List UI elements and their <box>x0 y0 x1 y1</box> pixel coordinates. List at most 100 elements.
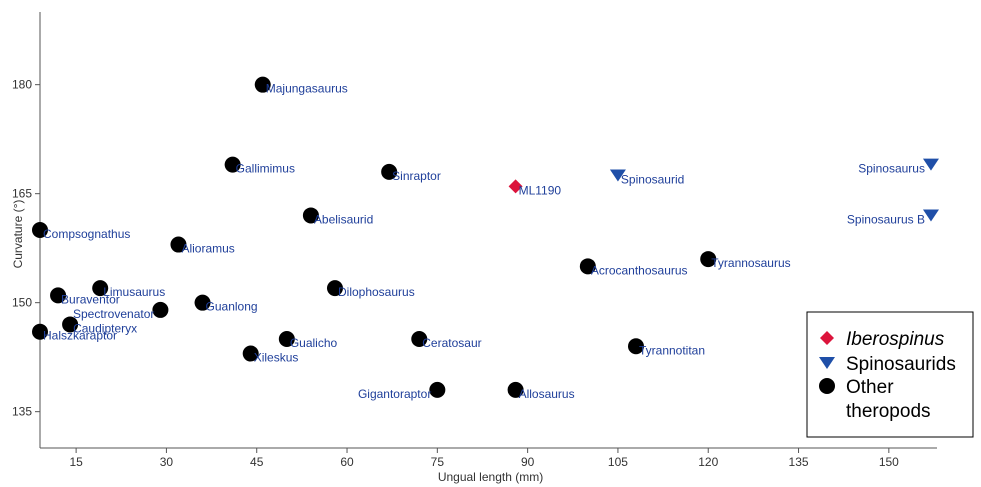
point-label: Guanlong <box>206 300 258 314</box>
axes <box>39 12 937 449</box>
point-marker <box>194 294 211 311</box>
data-point: Dilophosaurus <box>326 280 415 299</box>
data-point: Gualicho <box>278 331 338 350</box>
x-tick-label: 60 <box>340 455 354 469</box>
data-point: Guanlong <box>194 294 258 314</box>
y-tick-label: 150 <box>12 296 32 310</box>
data-point: Halszkaraptor <box>32 323 117 343</box>
legend-marker <box>819 378 835 394</box>
point-label: Tyrannosaurus <box>711 256 790 270</box>
point-label: Gallimimus <box>236 162 295 176</box>
legend-entry: Other theropods <box>819 377 931 422</box>
x-axis-title: Ungual length (mm) <box>438 470 543 484</box>
point-label: Caudipteryx <box>73 321 137 335</box>
y-ticks: 135 150 165 180 <box>12 78 40 419</box>
y-tick-label: 165 <box>12 187 32 201</box>
x-tick-label: 120 <box>698 455 718 469</box>
point-label: Spinosaurid <box>621 173 684 187</box>
point-marker <box>579 258 596 275</box>
point-label: Buraventor <box>61 292 120 306</box>
legend-label-line: theropods <box>846 401 931 422</box>
point-marker <box>224 156 241 173</box>
x-tick-label: 150 <box>879 455 899 469</box>
point-marker <box>32 323 48 340</box>
point-marker <box>922 158 939 171</box>
data-point: Xileskus <box>242 345 299 365</box>
point-marker <box>302 207 319 224</box>
x-tick-label: 15 <box>69 455 83 469</box>
x-tick-label: 105 <box>608 455 628 469</box>
point-marker <box>170 236 187 253</box>
x-tick-label: 30 <box>160 455 174 469</box>
x-tick-label: 90 <box>521 455 535 469</box>
data-point: Ceratosaur <box>411 331 482 350</box>
data-point: Spinosaurus <box>858 158 939 176</box>
x-tick-label: 75 <box>431 455 445 469</box>
point-marker <box>50 287 67 304</box>
point-marker <box>411 331 428 347</box>
legend-label-line: Other <box>846 377 894 398</box>
data-point: Spinosaurid <box>609 169 684 187</box>
point-label: Allosaurus <box>519 387 575 401</box>
point-label: Gualicho <box>290 336 338 350</box>
legend-entry: Iberospinus <box>820 329 945 350</box>
x-tick-label: 135 <box>789 455 809 469</box>
data-point: Limusaurus <box>92 280 165 299</box>
legend-label: Other theropods <box>846 377 931 422</box>
point-marker <box>254 76 271 93</box>
point-label: Ceratosaur <box>422 336 481 350</box>
x-tick-label: 45 <box>250 455 264 469</box>
legend-label: Spinosaurids <box>846 354 956 375</box>
point-marker <box>278 331 295 347</box>
data-point: Gigantoraptor <box>358 381 446 401</box>
point-marker <box>152 301 169 318</box>
point-label: Xileskus <box>254 351 299 365</box>
data-point: Sinraptor <box>381 163 441 183</box>
point-label: Spinosaurus <box>858 162 925 176</box>
point-label: Abelisaurid <box>314 212 373 226</box>
point-marker <box>381 163 398 180</box>
point-label: Limusaurus <box>103 285 165 299</box>
data-point: Alioramus <box>170 236 235 256</box>
point-label: Majungasaurus <box>266 82 348 96</box>
y-tick-label: 180 <box>12 78 32 92</box>
data-point: ML1190 <box>508 179 562 197</box>
point-label: Halszkaraptor <box>43 329 117 343</box>
point-marker <box>609 169 626 182</box>
point-label: ML1190 <box>519 183 562 197</box>
point-label: Compsognathus <box>43 227 130 241</box>
point-label: Spectrovenator <box>73 307 154 321</box>
data-point: Tyrannotitan <box>627 338 705 357</box>
data-point: Allosaurus <box>507 381 575 401</box>
data-points: Majungasaurus Gallimimus Sinraptor Abelisau… <box>32 76 939 401</box>
data-point: Tyrannosaurus <box>700 251 791 270</box>
legend-box <box>806 311 974 438</box>
point-label: Gigantoraptor <box>358 387 431 401</box>
point-marker <box>429 381 446 398</box>
legend-marker <box>819 357 835 369</box>
point-marker <box>242 345 259 362</box>
data-point: Abelisaurid <box>302 207 373 226</box>
point-marker <box>326 280 343 297</box>
legend-entry: Spinosaurids <box>819 354 956 375</box>
data-point: Buraventor <box>50 287 120 306</box>
point-marker <box>700 251 717 268</box>
point-marker <box>508 179 523 194</box>
point-marker <box>627 338 644 355</box>
point-label: Dilophosaurus <box>338 285 415 299</box>
point-marker <box>92 280 109 297</box>
data-point: Gallimimus <box>224 156 295 176</box>
x-ticks: 15 30 45 60 75 90 105 120 135 150 <box>69 448 899 469</box>
point-label: Alioramus <box>181 242 234 256</box>
y-axis-title: Curvature (°) <box>11 200 25 269</box>
data-point: Acrocanthosaurus <box>579 258 688 277</box>
point-marker <box>922 209 939 222</box>
point-marker <box>32 222 48 238</box>
point-label: Acrocanthosaurus <box>591 263 688 277</box>
point-marker <box>507 381 524 398</box>
y-tick-label: 135 <box>12 405 32 419</box>
point-label: Tyrannotitan <box>639 343 705 357</box>
legend-label: Iberospinus <box>846 329 945 350</box>
